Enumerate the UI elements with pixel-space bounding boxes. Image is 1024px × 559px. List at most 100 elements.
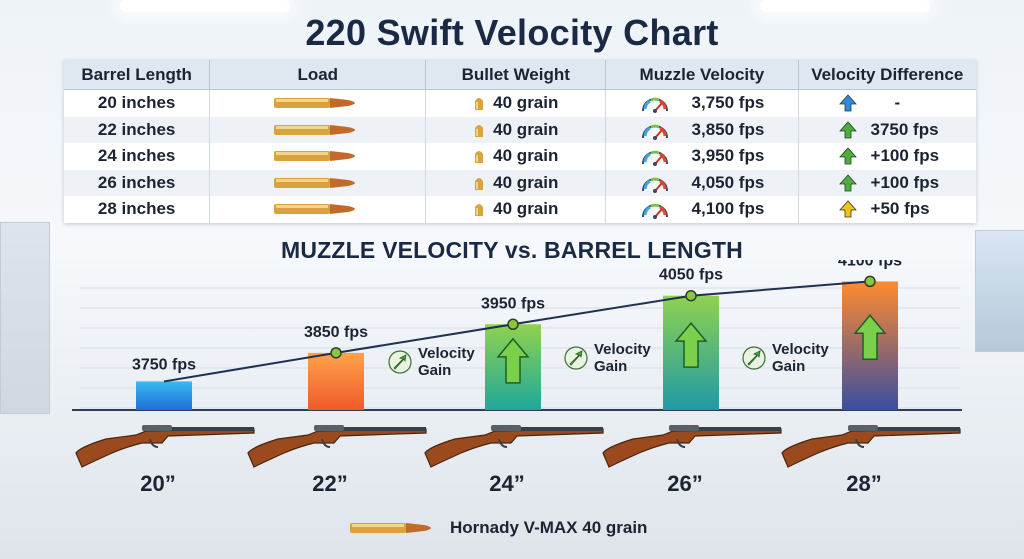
muzzle-velocity: 3,950 fps <box>691 146 765 166</box>
barrel-length: 26 inches <box>97 172 176 192</box>
muzzle-velocity-cell: 4,050 fps <box>605 169 799 196</box>
bullet-weight-cell: 40 grain <box>425 143 607 170</box>
bullet-icon <box>273 151 355 162</box>
table-row: 28 inches 40 grain 4,100 fps +50 fps <box>64 196 976 223</box>
rifle-icon <box>75 425 255 468</box>
table-row: 24 inches 40 grain 3,950 fps +100 fps <box>64 143 976 170</box>
bullet-icon <box>273 177 355 188</box>
arrow-up-icon <box>838 147 857 165</box>
muzzle-velocity-cell: 4,100 fps <box>605 196 799 223</box>
velocity-difference: +50 fps <box>870 199 930 219</box>
data-point <box>685 289 697 302</box>
bar-arrow-icon <box>496 337 530 384</box>
column-header-velocity: Muzzle Velocity <box>605 60 799 90</box>
bullet-weight-cell: 40 grain <box>425 89 607 117</box>
value-label: 3850 fps <box>304 324 368 341</box>
value-label: 4100 fps <box>838 260 902 269</box>
footer-label: Hornady V-MAX 40 grain <box>450 518 648 537</box>
velocity-gain-callout: Velocity Gain <box>742 341 829 375</box>
bullet-weight: 40 grain <box>493 199 559 219</box>
chart-bars: 3750 fps 3850 fps 3950 fps 4050 fps 4100 fps <box>132 260 902 410</box>
column-header-load: Load <box>209 60 427 90</box>
barrel-length-cell: 28 inches <box>64 196 211 223</box>
barrel-length-cell: 26 inches <box>64 169 211 196</box>
load-cell <box>209 89 427 117</box>
gain-label-line1: Velocity <box>418 345 475 362</box>
column-header-difference: Velocity Difference <box>798 60 976 90</box>
bullet-icon <box>273 204 355 215</box>
column-header-barrel: Barrel Length <box>64 60 211 90</box>
muzzle-velocity: 4,050 fps <box>691 172 765 192</box>
data-point <box>864 275 876 288</box>
value-label: 3950 fps <box>481 295 545 312</box>
velocity-gain-icon <box>742 346 766 370</box>
bullet-weight: 40 grain <box>493 93 559 113</box>
cartridge-icon <box>475 177 484 190</box>
table-row: 20 inches 40 grain 3,750 fps - <box>64 89 976 117</box>
arrow-up-icon <box>838 121 857 139</box>
cartridge-icon <box>475 204 484 217</box>
bullet-weight: 40 grain <box>493 146 559 166</box>
arrow-up-icon <box>838 94 857 112</box>
velocity-difference-cell: - <box>798 90 976 117</box>
footer-legend: Hornady V-MAX 40 grain <box>350 518 647 538</box>
muzzle-velocity-cell: 3,850 fps <box>605 116 799 143</box>
bullet-icon <box>273 98 355 109</box>
cartridge-icon <box>475 124 484 137</box>
velocity-table: Barrel Length Load Bullet Weight Muzzle … <box>64 60 976 223</box>
ceiling-light-left <box>120 0 290 12</box>
data-point <box>507 318 519 331</box>
bar <box>136 381 192 410</box>
bullet-weight-cell: 40 grain <box>425 116 607 143</box>
barrel-length: 24 inches <box>97 146 176 166</box>
rifle-icon <box>781 425 961 468</box>
gauge-icon <box>641 150 668 167</box>
velocity-gain-callout: Velocity Gain <box>564 341 651 375</box>
cartridge-icon <box>475 151 484 164</box>
velocity-gain-callout: Velocity Gain <box>388 345 475 379</box>
gauge-icon <box>641 203 668 220</box>
bar-arrow-icon <box>674 321 708 368</box>
category-label: 22” <box>312 471 347 496</box>
page-title: 220 Swift Velocity Chart <box>305 12 719 53</box>
load-cell <box>209 169 427 196</box>
ceiling-light-right <box>760 0 930 12</box>
category-label: 20” <box>140 471 175 496</box>
value-label: 3750 fps <box>132 356 196 373</box>
cartridge-icon <box>475 98 484 111</box>
rifle-icon <box>247 425 427 468</box>
chart-title: MUZZLE VELOCITY vs. BARREL LENGTH <box>281 237 743 263</box>
bullet-icon <box>273 124 355 135</box>
gain-label-line1: Velocity <box>772 341 829 358</box>
velocity-difference-cell: +50 fps <box>798 196 976 223</box>
barrel-length-cell: 20 inches <box>64 89 211 117</box>
velocity-gain-icon <box>388 350 412 374</box>
right-monitor-console <box>975 230 1024 352</box>
barrel-length-cell: 22 inches <box>64 116 211 143</box>
bullet-weight: 40 grain <box>493 172 559 192</box>
load-cell <box>209 196 427 223</box>
category-label: 24” <box>489 471 524 496</box>
chart-rifles: 20” 22” 24” 26” 28” <box>75 425 961 496</box>
gain-label-line2: Gain <box>418 362 452 379</box>
rifle-icon <box>424 425 604 468</box>
gauge-icon <box>641 97 668 114</box>
velocity-gain-label: Velocity Gain <box>418 345 475 379</box>
muzzle-velocity: 3,750 fps <box>691 93 765 113</box>
value-label: 4050 fps <box>659 267 723 284</box>
velocity-difference: +100 fps <box>870 146 940 166</box>
rifle-icon <box>602 425 782 468</box>
velocity-difference: +100 fps <box>870 172 940 192</box>
column-header-weight: Bullet Weight <box>425 60 607 90</box>
bullet-weight-cell: 40 grain <box>425 169 607 196</box>
barrel-length: 22 inches <box>97 119 176 139</box>
velocity-bar-chart: 3750 fps 3850 fps 3950 fps 4050 fps 4100 fps… <box>72 260 962 496</box>
velocity-gain-icon <box>564 346 588 370</box>
velocity-gain-label: Velocity Gain <box>772 341 829 375</box>
load-cell <box>209 116 427 143</box>
chart-trend-line <box>163 275 876 383</box>
barrel-length: 20 inches <box>97 93 176 113</box>
velocity-difference-cell: 3750 fps <box>798 116 976 143</box>
category-label: 26” <box>667 471 702 496</box>
